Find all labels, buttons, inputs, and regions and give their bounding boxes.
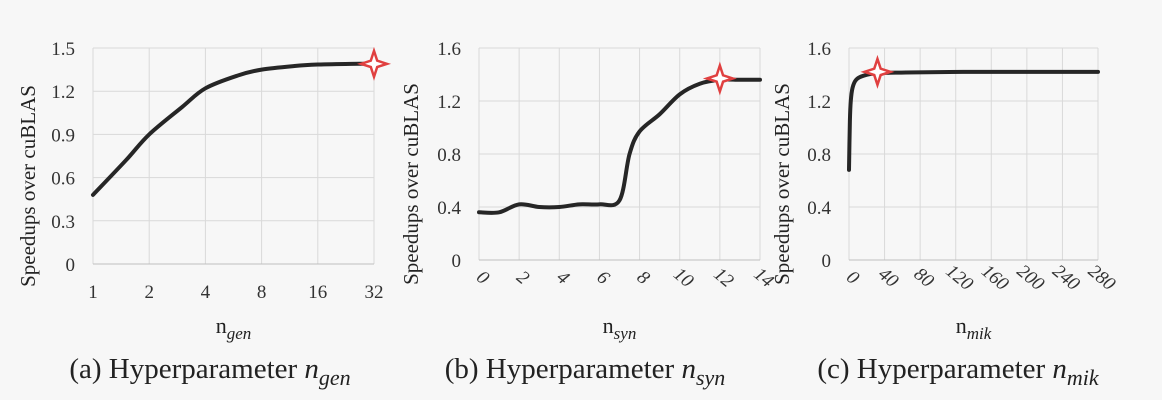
y-tick-label: 0.6 xyxy=(51,169,75,190)
x-tick-label: 280 xyxy=(1084,261,1120,296)
x-axis-label-sub: syn xyxy=(614,324,637,343)
caption-variable: n xyxy=(304,353,319,385)
x-tick-label: 8 xyxy=(633,267,654,290)
y-tick-label: 1.2 xyxy=(807,92,831,113)
x-tick-label: 10 xyxy=(669,264,697,293)
caption-variable: n xyxy=(681,353,696,385)
x-tick-label: 1 xyxy=(88,282,98,303)
chart-3: 0 0.4 0.8 1.2 1.6 0 40 80 120 160 200 240 280 Speedup… xyxy=(770,39,1120,390)
x-tick-label: 80 xyxy=(910,264,938,293)
series-line xyxy=(91,61,376,197)
x-tick-label: 0 xyxy=(842,267,863,290)
x-tick-label: 16 xyxy=(308,282,327,303)
caption-variable: n xyxy=(1052,353,1067,385)
x-axis-label-main: n xyxy=(956,313,967,338)
optimal-point-star-icon xyxy=(702,61,737,96)
y-tick-label: 1.6 xyxy=(437,39,461,60)
y-tick-label: 0 xyxy=(822,251,832,272)
x-tick-label: 240 xyxy=(1048,261,1084,296)
caption-subscript: gen xyxy=(319,365,351,390)
x-tick-label: 0 xyxy=(472,267,493,290)
subfigure-caption: (c) Hyperparameter nmik xyxy=(817,353,1100,390)
y-tick-label: 0 xyxy=(66,255,76,276)
x-axis-label: nsyn xyxy=(603,313,637,343)
y-tick-label: 1.2 xyxy=(51,82,75,103)
subfigure-caption: (a) Hyperparameter ngen xyxy=(69,353,350,390)
optimal-point-star-icon xyxy=(356,46,392,81)
caption-prefix: (b) Hyperparameter xyxy=(445,353,682,385)
x-axis-label-main: n xyxy=(603,313,614,338)
caption-prefix: (c) Hyperparameter xyxy=(817,353,1052,385)
y-tick-label: 0.8 xyxy=(807,145,831,166)
x-tick-label: 2 xyxy=(144,282,154,303)
x-tick-label: 160 xyxy=(977,261,1013,296)
y-tick-label: 0.3 xyxy=(51,212,75,233)
y-axis-label: Speedups over cuBLAS xyxy=(16,85,40,287)
y-axis-label: Speedups over cuBLAS xyxy=(399,83,423,285)
y-tick-label: 1.5 xyxy=(51,39,75,60)
series-line xyxy=(847,69,1100,172)
x-tick-label: 8 xyxy=(257,282,267,303)
x-axis-label-main: n xyxy=(216,313,227,338)
y-tick-label: 0.9 xyxy=(51,125,75,146)
subfigure-caption: (b) Hyperparameter nsyn xyxy=(445,353,726,390)
x-tick-label: 200 xyxy=(1013,261,1049,296)
x-tick-label: 6 xyxy=(593,267,614,290)
caption-subscript: syn xyxy=(696,365,725,390)
optimal-point-star-icon xyxy=(860,54,895,89)
chart-1: 0 0.3 0.6 0.9 1.2 1.5 1 2 4 8 16 32 Speedups over cu… xyxy=(16,39,392,390)
caption-prefix: (a) Hyperparameter xyxy=(69,353,304,385)
y-tick-label: 1.2 xyxy=(437,92,461,113)
y-tick-label: 0.4 xyxy=(807,198,831,219)
y-tick-label: 0.4 xyxy=(437,198,461,219)
x-tick-label: 4 xyxy=(552,267,573,290)
x-axis-label: nmik xyxy=(956,313,992,343)
y-tick-label: 0.8 xyxy=(437,145,461,166)
x-tick-label: 12 xyxy=(709,264,737,293)
y-axis-label: Speedups over cuBLAS xyxy=(770,83,794,285)
y-tick-label: 0 xyxy=(452,251,462,272)
x-tick-label: 4 xyxy=(201,282,211,303)
x-tick-label: 120 xyxy=(942,261,978,296)
x-axis-label-sub: mik xyxy=(967,324,992,343)
series-line xyxy=(477,77,762,215)
x-tick-label: 32 xyxy=(365,282,384,303)
y-tick-label: 1.6 xyxy=(807,39,831,60)
caption-subscript: mik xyxy=(1067,365,1100,390)
x-tick-label: 2 xyxy=(512,267,533,290)
x-axis-label-sub: gen xyxy=(227,324,252,343)
x-axis-label: ngen xyxy=(216,313,252,343)
x-tick-label: 40 xyxy=(874,264,902,293)
